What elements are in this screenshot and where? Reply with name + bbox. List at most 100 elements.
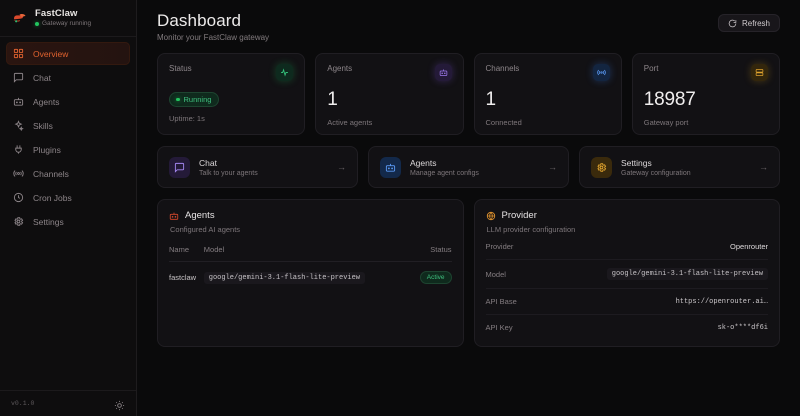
- action-title: Chat: [199, 157, 217, 168]
- provider-panel: Provider LLM provider configuration Prov…: [473, 199, 780, 347]
- row-key: API Base: [485, 297, 517, 306]
- action-card-agents[interactable]: Agents Manage agent configs →: [368, 146, 569, 188]
- stat-label: Port: [643, 64, 659, 73]
- stat-sub: Active agents: [327, 118, 373, 127]
- activity-icon: [276, 64, 294, 81]
- action-text: Agents Manage agent configs: [410, 158, 539, 177]
- stat-cards: Status Running Uptime: 1s Agents: [157, 53, 780, 135]
- sidebar-item-label: Chat: [33, 72, 51, 83]
- brand: FastClaw Gateway running: [0, 0, 136, 37]
- stat-value: 1: [485, 89, 497, 110]
- stat-value: 1: [327, 89, 338, 110]
- crab-claw-icon: [11, 10, 28, 26]
- sidebar-item-cron-jobs[interactable]: Cron Jobs: [6, 186, 130, 209]
- quick-actions: Chat Talk to your agents → Agents Manage…: [157, 146, 780, 188]
- grid-icon: [13, 48, 24, 59]
- sidebar-item-label: Cron Jobs: [33, 192, 72, 203]
- sidebar: FastClaw Gateway running Overview: [0, 0, 137, 416]
- action-subtitle: Gateway configuration: [621, 169, 691, 177]
- stat-card-status: Status Running Uptime: 1s: [157, 53, 306, 135]
- radio-icon: [13, 168, 24, 179]
- action-title: Settings: [621, 157, 652, 168]
- sidebar-item-skills[interactable]: Skills: [6, 114, 130, 137]
- stat-sub: Uptime: 1s: [169, 114, 205, 123]
- sidebar-item-plugins[interactable]: Plugins: [6, 138, 130, 161]
- agents-panel: Agents Configured AI agents Name Model S…: [157, 199, 464, 347]
- arrow-right-icon: →: [548, 162, 557, 172]
- stat-value: 18987: [643, 89, 696, 110]
- sidebar-item-label: Settings: [33, 216, 64, 227]
- sidebar-item-label: Plugins: [33, 144, 61, 155]
- gear-icon: [13, 216, 24, 227]
- cell-agent-status: Active: [411, 262, 452, 284]
- action-subtitle: Talk to your agents: [199, 169, 258, 177]
- page-title: Dashboard: [157, 11, 242, 30]
- stat-label: Status: [169, 64, 192, 73]
- gear-icon: [591, 156, 612, 178]
- action-card-settings[interactable]: Settings Gateway configuration →: [579, 146, 780, 188]
- sidebar-item-label: Agents: [33, 96, 60, 107]
- table-row[interactable]: fastclaw google/gemini-3.1-flash-lite-pr…: [169, 262, 452, 285]
- column-header-name: Name: [169, 245, 204, 262]
- brand-status-label: Gateway running: [42, 20, 92, 27]
- message-square-icon: [13, 72, 24, 83]
- bot-icon: [380, 156, 401, 178]
- row-key: Provider: [485, 242, 514, 251]
- stat-card-header: Channels: [486, 64, 610, 81]
- refresh-button[interactable]: Refresh: [717, 14, 780, 32]
- sidebar-item-label: Channels: [33, 168, 69, 179]
- plug-icon: [13, 144, 24, 155]
- stat-sub: Connected: [485, 118, 522, 127]
- cell-agent-name: fastclaw: [169, 273, 197, 282]
- arrow-right-icon: →: [759, 162, 768, 172]
- sidebar-item-settings[interactable]: Settings: [6, 210, 130, 233]
- status-badge: Running: [169, 92, 220, 107]
- status-dot-icon: [176, 97, 180, 102]
- clock-icon: [13, 192, 24, 203]
- agents-panel-subtitle: Configured AI agents: [170, 225, 241, 234]
- bot-icon: [13, 96, 24, 107]
- action-subtitle: Manage agent configs: [410, 169, 479, 177]
- globe-icon: [486, 211, 496, 221]
- stat-card-header: Port: [644, 64, 768, 81]
- message-square-icon: [169, 156, 190, 178]
- server-icon: [751, 64, 768, 81]
- action-text: Chat Talk to your agents: [199, 158, 328, 177]
- row-value: sk-o****df6i: [717, 323, 768, 332]
- agents-table-head: Name Model Status: [169, 245, 452, 262]
- sparkles-icon: [13, 120, 24, 131]
- sidebar-nav: Overview Chat Agents: [0, 37, 136, 233]
- model-chip: google/gemini-3.1-flash-lite-preview: [203, 271, 366, 284]
- main-content: Dashboard Monitor your FastClaw gateway …: [137, 0, 800, 416]
- refresh-icon: [728, 19, 737, 28]
- stat-sub: Gateway port: [643, 118, 689, 127]
- sidebar-item-overview[interactable]: Overview: [6, 42, 130, 65]
- sun-icon[interactable]: [114, 398, 125, 411]
- agents-panel-title: Agents: [185, 210, 215, 221]
- action-card-chat[interactable]: Chat Talk to your agents →: [157, 146, 358, 188]
- stat-card-header: Agents: [327, 64, 452, 81]
- column-header-model: Model: [203, 245, 411, 262]
- provider-row-api-base: API Base https://openrouter.ai…: [485, 289, 768, 315]
- column-header-status: Status: [410, 245, 452, 262]
- sidebar-item-channels[interactable]: Channels: [6, 162, 130, 185]
- cell-agent-model: google/gemini-3.1-flash-lite-preview: [203, 262, 411, 285]
- page-heading-group: Dashboard Monitor your FastClaw gateway: [157, 10, 269, 42]
- stat-card-channels: Channels 1 Connected: [473, 53, 622, 135]
- action-text: Settings Gateway configuration: [621, 158, 750, 177]
- row-key: API Key: [485, 323, 513, 332]
- stat-card-port: Port 18987 Gateway port: [631, 53, 780, 135]
- stat-label: Channels: [485, 64, 520, 73]
- status-dot-icon: [35, 22, 39, 26]
- provider-panel-subtitle: LLM provider configuration: [486, 225, 576, 234]
- provider-panel-title: Provider: [501, 210, 537, 221]
- stat-label: Agents: [327, 64, 353, 73]
- row-value: google/gemini-3.1-flash-lite-preview: [606, 268, 768, 280]
- provider-row-provider: Provider Openrouter: [485, 234, 768, 260]
- sidebar-footer: v0.1.0: [0, 390, 136, 416]
- stat-card-agents: Agents 1 Active agents: [315, 53, 464, 135]
- sidebar-item-agents[interactable]: Agents: [6, 90, 130, 113]
- agents-table-body: fastclaw google/gemini-3.1-flash-lite-pr…: [169, 262, 452, 285]
- sidebar-item-chat[interactable]: Chat: [6, 66, 130, 89]
